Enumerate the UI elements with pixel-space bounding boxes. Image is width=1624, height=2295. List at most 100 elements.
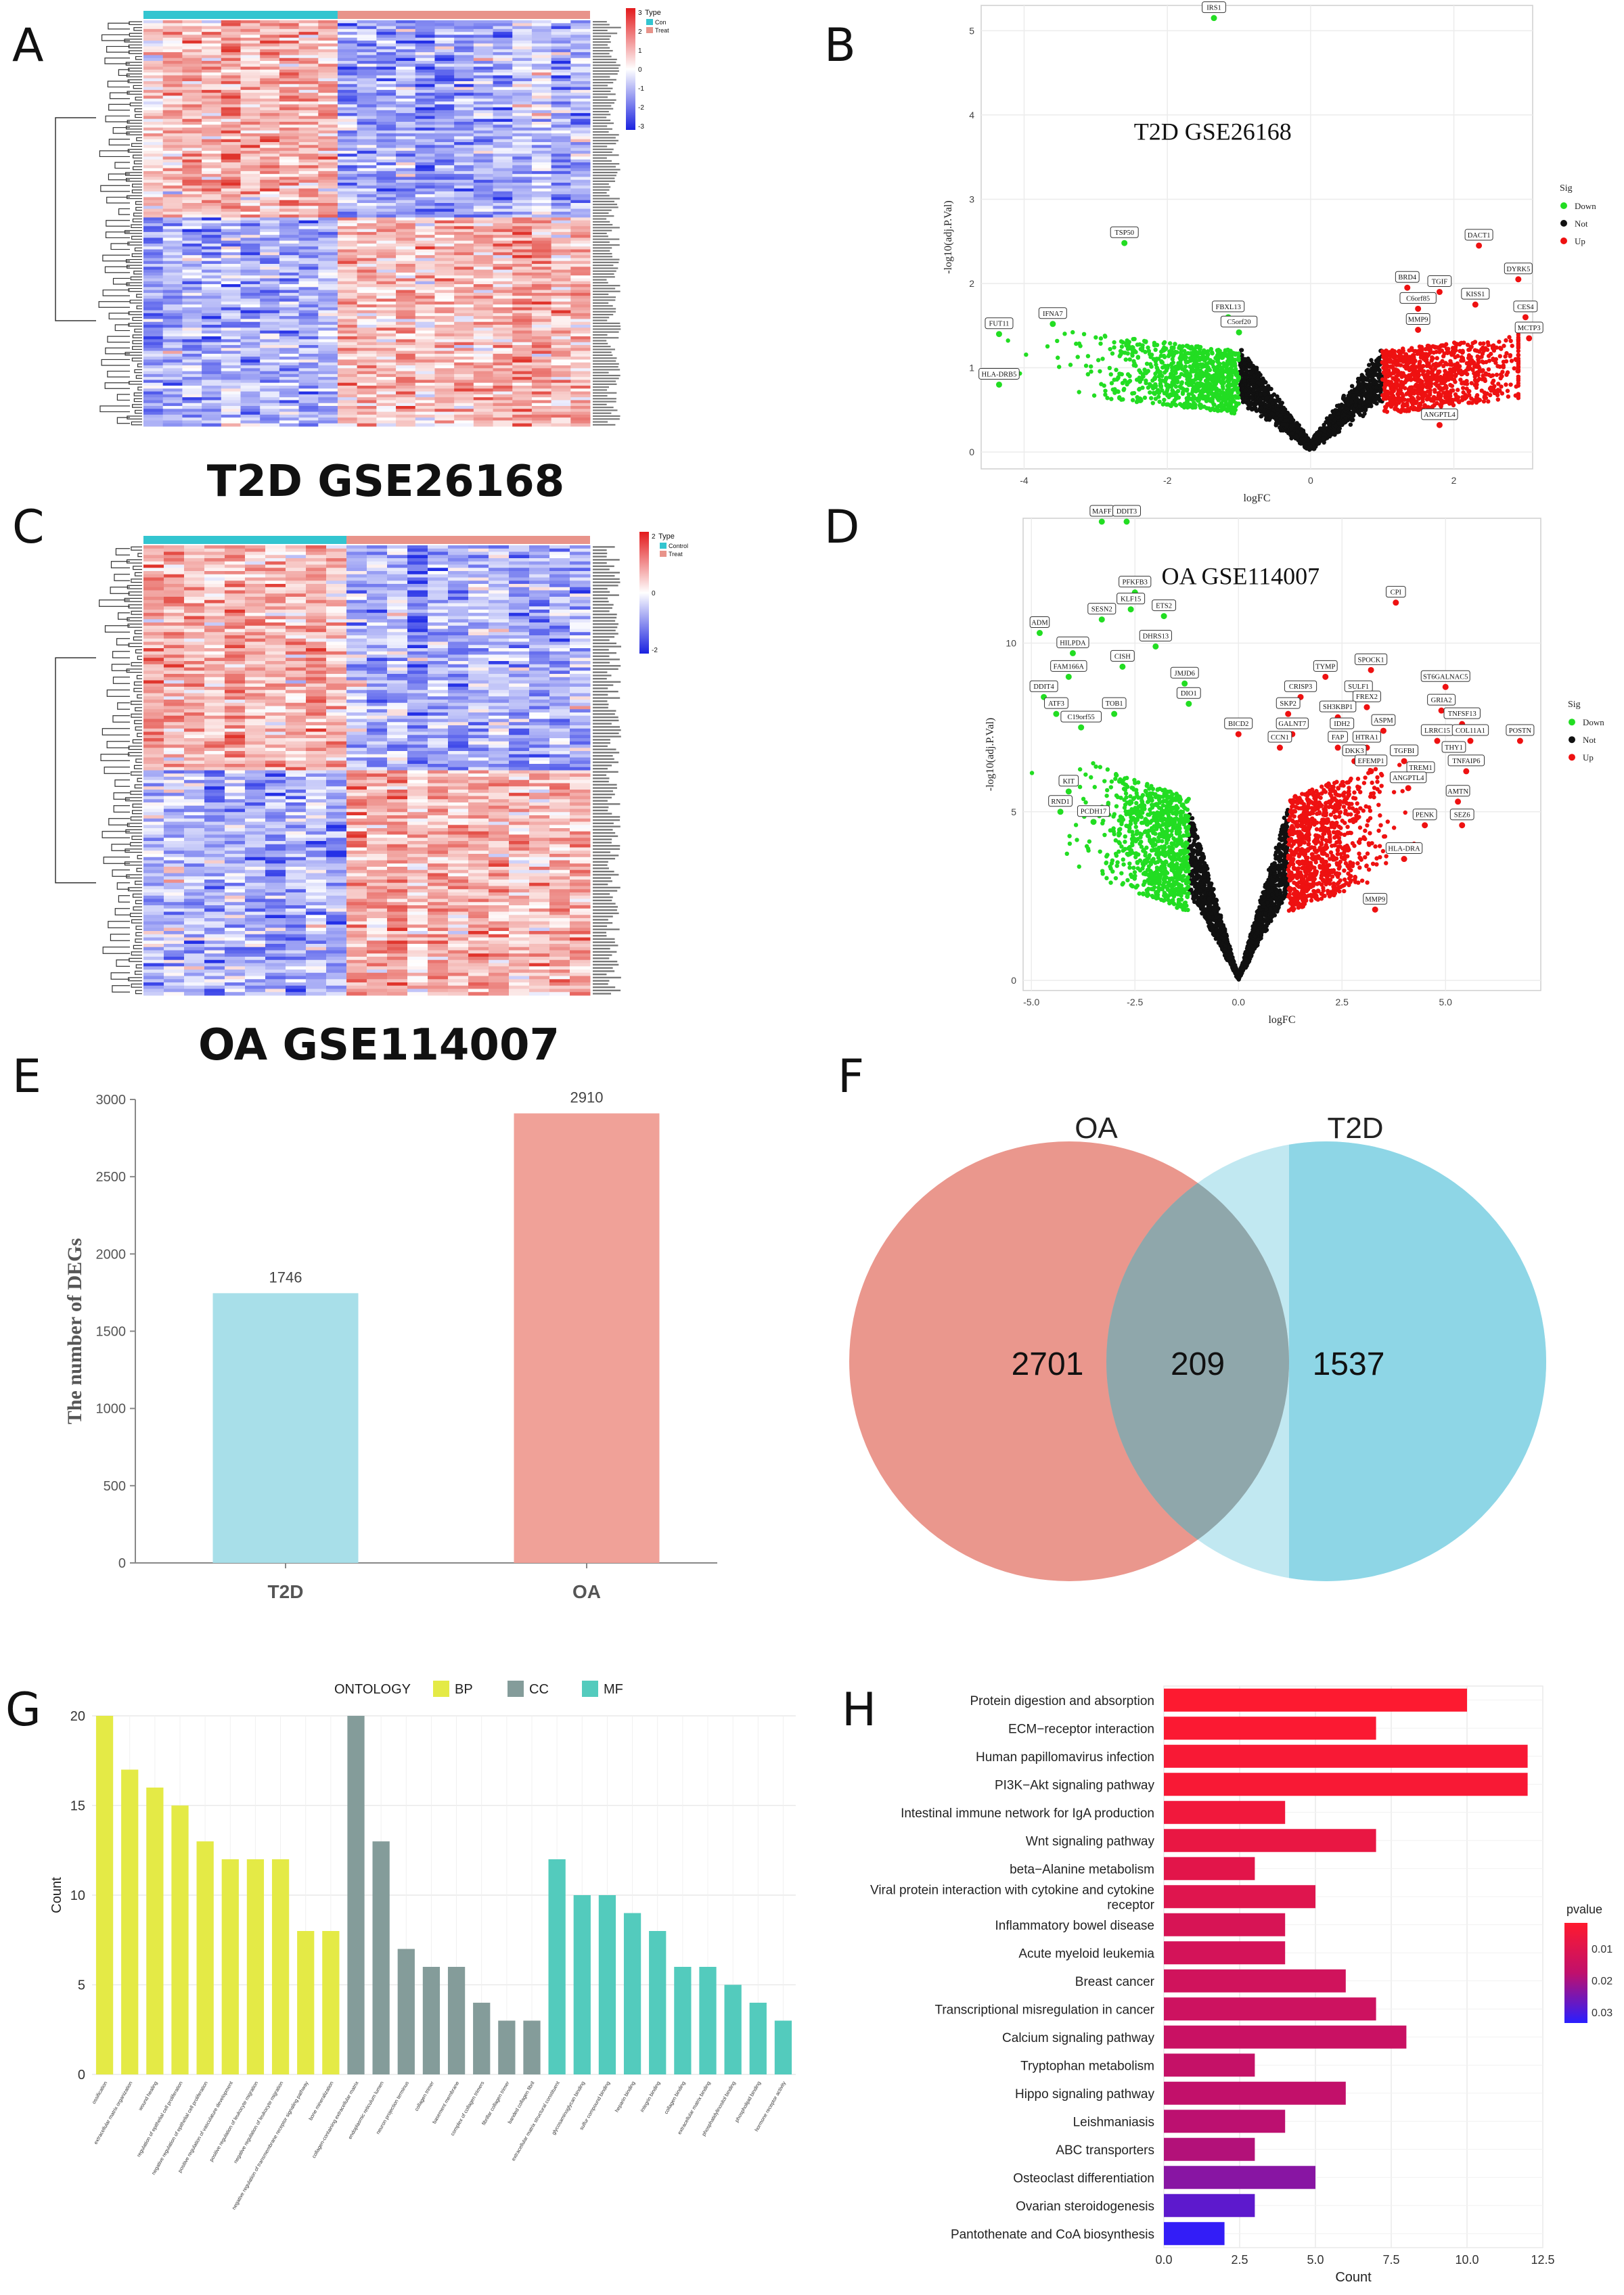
heatmap-cell xyxy=(306,712,327,717)
heatmap-cell xyxy=(570,700,591,704)
dendrogram-branch xyxy=(106,689,130,697)
heatmap-cell xyxy=(346,638,367,642)
heatmap-cell xyxy=(367,574,388,578)
heatmap-cell xyxy=(473,284,494,288)
heatmap-cell xyxy=(428,696,449,700)
heatmap-cell xyxy=(415,400,435,404)
heatmap-cell xyxy=(531,165,552,169)
heatmap-cell xyxy=(376,142,397,145)
dendrogram-branch xyxy=(117,702,130,710)
dendrogram-branch xyxy=(132,340,142,344)
heatmap-cell xyxy=(260,368,280,372)
heatmap-cell xyxy=(240,333,261,337)
heatmap-cell xyxy=(162,246,183,250)
gene-label-mark xyxy=(593,78,616,81)
heatmap-cell xyxy=(357,43,377,47)
heatmap-cell xyxy=(265,651,286,655)
heatmap-cell xyxy=(260,98,280,102)
heatmap-cell xyxy=(489,597,510,601)
dendrogram-branch xyxy=(134,784,142,789)
heatmap-cell xyxy=(493,319,513,323)
heatmap-cell xyxy=(549,638,570,642)
heatmap-cell xyxy=(454,336,474,340)
heatmap-cell xyxy=(570,321,591,325)
heatmap-cell xyxy=(489,738,510,742)
heatmap-cell xyxy=(240,26,261,30)
heatmap-cell xyxy=(298,240,319,244)
heatmap-cell xyxy=(245,548,266,552)
heatmap-cell xyxy=(346,625,367,629)
heatmap-cell xyxy=(454,211,474,215)
heatmap-cell xyxy=(357,37,377,41)
heatmap-cell xyxy=(279,174,300,177)
gene-label-mark xyxy=(593,389,608,391)
heatmap-cell xyxy=(376,61,397,64)
heatmap-cell xyxy=(221,240,241,244)
heatmap-cell xyxy=(337,84,358,88)
heatmap-cell xyxy=(202,179,222,183)
heatmap-cell xyxy=(337,414,358,418)
dendrogram-branch xyxy=(130,790,142,795)
heatmap-cell xyxy=(202,321,222,325)
heatmap-cell xyxy=(512,206,533,210)
heatmap-cell xyxy=(570,246,591,250)
heatmap-cell xyxy=(346,674,367,678)
dendrogram-branch xyxy=(132,893,142,898)
heatmap-cell xyxy=(551,414,571,418)
heatmap-cell xyxy=(551,147,571,152)
heatmap-cell xyxy=(531,98,552,102)
heatmap-cell xyxy=(357,353,377,357)
dendrogram-branch xyxy=(133,945,142,949)
heatmap-cell xyxy=(298,330,319,334)
heatmap-cell xyxy=(529,561,550,565)
heatmap-cell xyxy=(337,246,358,250)
heatmap-cell xyxy=(367,548,388,552)
heatmap-cell xyxy=(164,702,185,706)
heatmap-cell xyxy=(551,28,571,32)
heatmap-cell xyxy=(376,46,397,50)
heatmap-cell xyxy=(529,731,550,735)
heatmap-cell xyxy=(202,350,222,355)
heatmap-cell xyxy=(279,89,300,93)
heatmap-cell xyxy=(202,124,222,129)
heatmap-cell xyxy=(570,87,591,91)
heatmap-cell xyxy=(415,325,435,328)
heatmap-cell xyxy=(529,593,550,597)
heatmap-cell xyxy=(376,310,397,314)
heatmap-cell xyxy=(204,671,225,675)
heatmap-cell xyxy=(265,722,286,726)
heatmap-cell xyxy=(346,597,367,601)
gene-label-mark xyxy=(593,122,614,124)
heatmap-cell xyxy=(182,290,202,294)
dendrogram-branch xyxy=(114,574,130,581)
heatmap-cell xyxy=(204,689,225,694)
heatmap-cell xyxy=(434,321,455,325)
heatmap-cell xyxy=(387,741,408,745)
heatmap-cell xyxy=(286,584,307,588)
heatmap-cell xyxy=(415,406,435,409)
heatmap-cell xyxy=(387,584,408,588)
heatmap-cell xyxy=(162,191,183,195)
heatmap-cell xyxy=(221,78,241,82)
heatmap-cell xyxy=(493,142,513,145)
heatmap-cell xyxy=(434,23,455,27)
heatmap-cell xyxy=(202,162,222,166)
heatmap-cell xyxy=(473,342,494,346)
heatmap-cell xyxy=(454,122,474,125)
heatmap-cell xyxy=(326,712,347,717)
heatmap-cell xyxy=(376,357,397,360)
heatmap-cell xyxy=(434,258,455,262)
heatmap-cell xyxy=(184,564,205,568)
heatmap-cell xyxy=(473,139,494,143)
heatmap-cell xyxy=(387,654,408,658)
heatmap-cell xyxy=(415,110,435,114)
heatmap-cell xyxy=(512,327,533,332)
heatmap-cell xyxy=(415,200,435,204)
heatmap-cell xyxy=(473,417,494,421)
heatmap-cell xyxy=(473,371,494,375)
heatmap-cell xyxy=(162,46,183,50)
heatmap-cell xyxy=(240,240,261,244)
heatmap-cell xyxy=(396,298,416,302)
heatmap-cell xyxy=(396,165,416,169)
heatmap-cell xyxy=(415,371,435,375)
